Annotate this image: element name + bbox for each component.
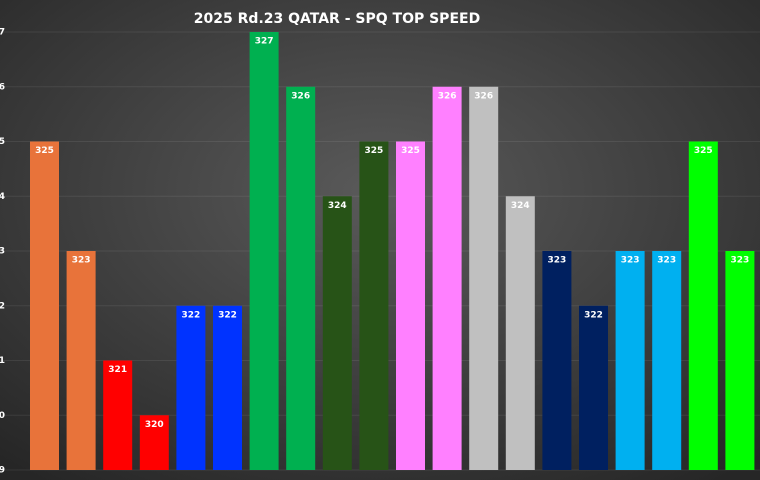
bar (725, 251, 755, 470)
bar (542, 251, 572, 470)
y-tick-label: 325 (0, 137, 5, 147)
bar (615, 251, 645, 470)
y-tick-label: 321 (0, 356, 5, 366)
value-label: 323 (548, 256, 567, 266)
bar (213, 305, 242, 470)
y-tick-label: 327 (0, 28, 5, 38)
bar (432, 86, 462, 470)
value-label: 324 (511, 201, 530, 211)
y-tick-label: 320 (0, 411, 5, 421)
value-label: 323 (657, 256, 676, 266)
y-tick-label: 319 (0, 466, 5, 476)
bar (579, 305, 608, 470)
chart-title: 2025 Rd.23 QATAR - SPQ TOP SPEED (194, 11, 480, 27)
value-label: 322 (182, 310, 201, 320)
value-label: 323 (72, 256, 91, 266)
bar (396, 141, 425, 470)
y-tick-label: 324 (0, 192, 5, 202)
value-label: 321 (108, 365, 127, 375)
value-label: 320 (145, 420, 164, 430)
y-tick-label: 322 (0, 301, 5, 311)
y-tick-label: 326 (0, 82, 5, 92)
value-label: 323 (731, 256, 750, 266)
bar (249, 32, 279, 470)
value-label: 322 (218, 310, 237, 320)
value-label: 327 (255, 37, 274, 47)
value-label: 325 (35, 146, 54, 156)
bar (322, 196, 352, 470)
value-label: 325 (694, 146, 713, 156)
value-label: 326 (474, 91, 493, 101)
bar (30, 141, 59, 470)
value-label: 325 (401, 146, 420, 156)
bar (688, 141, 718, 470)
bar (66, 251, 96, 470)
bar (103, 360, 133, 470)
value-label: 322 (584, 310, 603, 320)
value-label: 323 (621, 256, 640, 266)
bar (505, 196, 535, 470)
bar (286, 86, 316, 470)
value-label: 324 (328, 201, 347, 211)
value-label: 326 (291, 91, 310, 101)
bar (652, 251, 682, 470)
bar (469, 86, 499, 470)
value-label: 325 (365, 146, 384, 156)
bar (176, 305, 206, 470)
value-label: 326 (438, 91, 457, 101)
bar (359, 141, 389, 470)
y-tick-label: 323 (0, 247, 5, 257)
bar (139, 415, 169, 470)
